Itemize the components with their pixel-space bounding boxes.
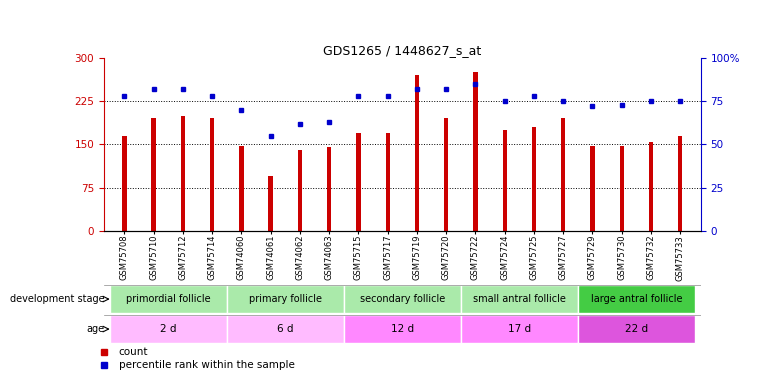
- Bar: [474, 72, 477, 231]
- Bar: [620, 146, 624, 231]
- Bar: [649, 141, 653, 231]
- Bar: [561, 118, 565, 231]
- Text: primordial follicle: primordial follicle: [126, 294, 211, 304]
- Text: small antral follicle: small antral follicle: [473, 294, 566, 304]
- Bar: [110, 285, 227, 313]
- Text: 6 d: 6 d: [277, 324, 293, 334]
- Bar: [532, 127, 536, 231]
- Text: percentile rank within the sample: percentile rank within the sample: [119, 360, 295, 370]
- Bar: [110, 315, 227, 343]
- Bar: [210, 118, 214, 231]
- Bar: [578, 315, 695, 343]
- Bar: [444, 118, 448, 231]
- Bar: [357, 133, 360, 231]
- Text: secondary follicle: secondary follicle: [360, 294, 445, 304]
- Bar: [678, 136, 682, 231]
- Bar: [181, 116, 185, 231]
- Text: 12 d: 12 d: [390, 324, 414, 334]
- Text: 2 d: 2 d: [160, 324, 176, 334]
- Text: age: age: [86, 324, 105, 334]
- Bar: [503, 130, 507, 231]
- Bar: [460, 315, 578, 343]
- Bar: [591, 146, 594, 231]
- Text: 17 d: 17 d: [507, 324, 531, 334]
- Bar: [298, 150, 302, 231]
- Bar: [122, 136, 126, 231]
- Bar: [227, 285, 344, 313]
- Bar: [227, 315, 344, 343]
- Bar: [415, 75, 419, 231]
- Text: 22 d: 22 d: [624, 324, 648, 334]
- Bar: [344, 315, 460, 343]
- Bar: [327, 147, 331, 231]
- Bar: [269, 176, 273, 231]
- Title: GDS1265 / 1448627_s_at: GDS1265 / 1448627_s_at: [323, 44, 481, 57]
- Bar: [386, 133, 390, 231]
- Bar: [152, 118, 156, 231]
- Bar: [460, 285, 578, 313]
- Text: development stage: development stage: [10, 294, 105, 304]
- Bar: [344, 285, 460, 313]
- Bar: [578, 285, 695, 313]
- Bar: [239, 146, 243, 231]
- Text: primary follicle: primary follicle: [249, 294, 322, 304]
- Text: count: count: [119, 346, 149, 357]
- Text: large antral follicle: large antral follicle: [591, 294, 682, 304]
